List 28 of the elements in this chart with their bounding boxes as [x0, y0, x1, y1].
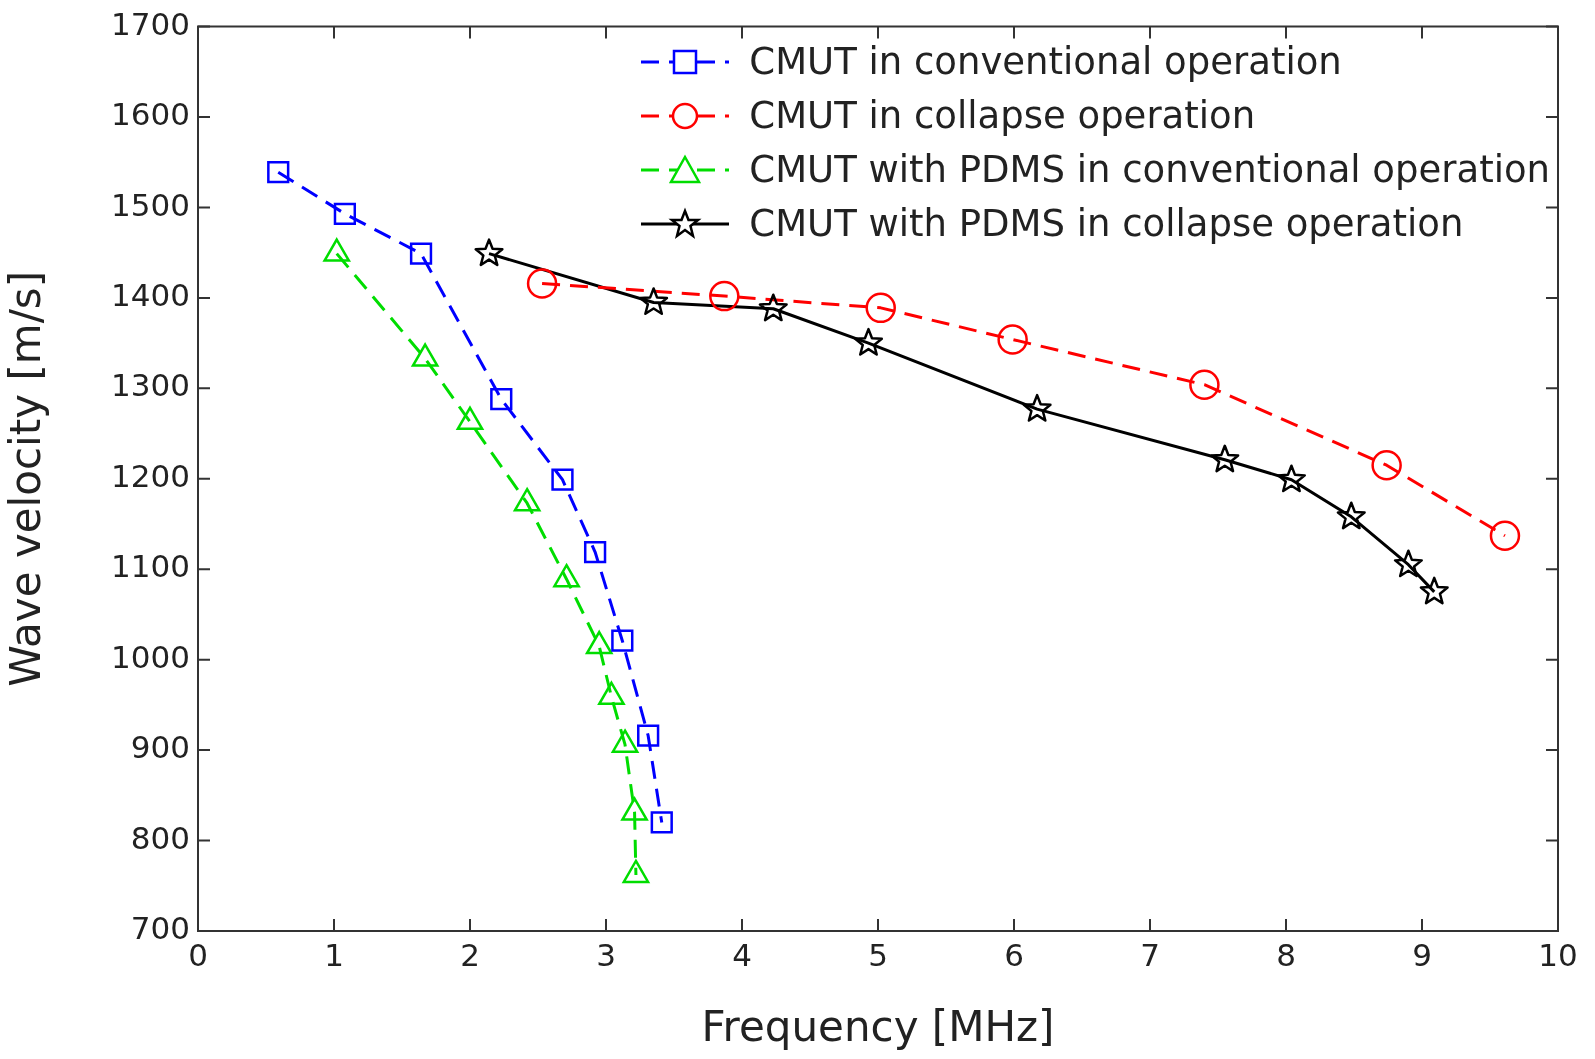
- x-tick-label: 3: [596, 936, 616, 973]
- x-tick-label: 2: [460, 936, 480, 973]
- y-tick-label: 800: [130, 819, 190, 856]
- x-tick-label: 6: [1004, 936, 1024, 973]
- y-tick-label: 700: [130, 910, 190, 947]
- legend-label: CMUT in conventional operation: [749, 39, 1342, 85]
- y-tick-label: 1600: [111, 96, 190, 133]
- legend-label: CMUT with PDMS in conventional operation: [749, 147, 1550, 193]
- x-tick-label: 1: [324, 936, 344, 973]
- x-tick-label: 0: [188, 936, 208, 973]
- y-tick-label: 1100: [111, 548, 190, 585]
- legend-label: CMUT in collapse operation: [749, 93, 1256, 139]
- y-tick-label: 1500: [111, 186, 190, 223]
- x-tick-label: 9: [1412, 936, 1432, 973]
- y-axis-title: Wave velocity [m/s]: [1, 270, 51, 687]
- x-axis-title: Frequency [MHz]: [701, 1001, 1055, 1051]
- y-tick-label: 1200: [111, 457, 190, 494]
- x-tick-label: 8: [1276, 936, 1296, 973]
- y-tick-label: 1300: [111, 367, 190, 404]
- y-tick-label: 900: [130, 729, 190, 766]
- legend-label: CMUT with PDMS in collapse operation: [749, 201, 1464, 247]
- y-tick-label: 1400: [111, 276, 190, 313]
- y-tick-label: 1700: [111, 5, 190, 42]
- x-tick-label: 10: [1538, 936, 1578, 973]
- x-tick-label: 5: [868, 936, 888, 973]
- x-tick-label: 7: [1140, 936, 1160, 973]
- y-tick-label: 1000: [111, 638, 190, 675]
- x-tick-label: 4: [732, 936, 752, 973]
